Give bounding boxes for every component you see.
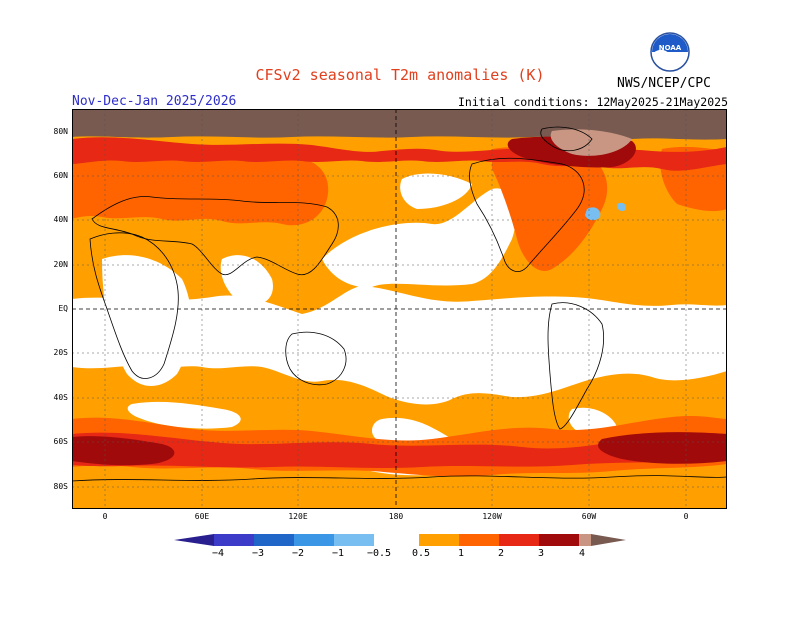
neutral-region-north-pacific — [400, 173, 472, 209]
colorbar-label: −2 — [291, 548, 305, 559]
anomaly-4-arctic — [72, 109, 727, 140]
coastline-australia — [285, 331, 347, 386]
colorbar-label: −1 — [331, 548, 345, 559]
anomaly-4-greenland — [550, 129, 632, 156]
colorbar-swatch-4 — [579, 534, 591, 546]
colorbar-label: 1 — [457, 548, 465, 559]
anomaly-3-4-southern-ocean-west — [72, 436, 175, 466]
lat-label: 40N — [53, 215, 68, 224]
map-frame — [72, 109, 727, 509]
lat-label: 80N — [53, 127, 68, 136]
coastline-antarctica — [72, 475, 727, 482]
neutral-region-tropics — [72, 285, 727, 405]
neutral-region-pacific — [322, 188, 516, 288]
lat-label: 60N — [53, 171, 68, 180]
colorbar-swatch-1-2 — [459, 534, 499, 546]
colorbar-swatch-4-3 — [214, 534, 254, 546]
colorbar-label: −3 — [251, 548, 265, 559]
coastline-north-america — [469, 157, 585, 272]
noaa-logo-icon: NOAA — [650, 32, 690, 72]
colorbar-swatch-neutral — [374, 534, 419, 546]
coastlines — [72, 126, 727, 482]
neutral-region-india — [220, 255, 273, 306]
anomaly-neg-atlantic — [585, 207, 601, 221]
initial-conditions: Initial conditions: 12May2025-21May2025 — [457, 95, 728, 109]
lat-label: 80S — [53, 482, 68, 491]
forecast-period: Nov-Dec-Jan 2025/2026 — [72, 94, 237, 109]
coastline-eurasia — [91, 196, 339, 276]
colorbar-swatch-05-1 — [419, 534, 459, 546]
lat-label: 20N — [53, 260, 68, 269]
agency-label: NWS/NCEP/CPC — [617, 76, 711, 91]
coastline-south-america — [547, 302, 605, 430]
anomaly-1-2-north-america — [492, 147, 608, 271]
chart-title: CFSv2 seasonal T2m anomalies (K) — [255, 66, 545, 84]
lon-label: 60W — [581, 512, 597, 521]
colorbar-label: 3 — [537, 548, 545, 559]
colorbar-swatch-3-2 — [254, 534, 294, 546]
colorbar-swatch-2-3 — [499, 534, 539, 546]
colorbar-swatch-gt-4 — [591, 534, 626, 546]
lon-label: 120W — [482, 512, 502, 521]
colorbar-label: −4 — [211, 548, 225, 559]
colorbar-swatch-2-1 — [294, 534, 334, 546]
colorbar-label: 0.5 — [411, 548, 431, 559]
colorbar-label: 2 — [497, 548, 505, 559]
lat-label: 20S — [53, 348, 68, 357]
lon-label: 0 — [102, 512, 108, 521]
coastline-africa — [89, 232, 179, 379]
colorbar-label: 4 — [578, 548, 586, 559]
lat-label: 40S — [53, 393, 68, 402]
neutral-region-south-indian — [127, 401, 241, 429]
colorbar-label: −0.5 — [366, 548, 392, 559]
logo-text: NOAA — [659, 44, 682, 52]
colorbar — [174, 534, 626, 546]
anomaly-2-3-southern-ocean — [72, 432, 727, 468]
lon-label: 0 — [683, 512, 689, 521]
colorbar-swatch-3-4 — [539, 534, 579, 546]
anomaly-map — [72, 109, 727, 509]
colorbar-swatch-1-05 — [334, 534, 374, 546]
lat-label: EQ — [58, 304, 68, 313]
colorbar-swatch-lt-4 — [174, 534, 214, 546]
coastline-greenland — [540, 126, 593, 152]
anomaly-neg-atlantic-2 — [616, 202, 626, 212]
lon-label: 180 — [388, 512, 404, 521]
anomaly-3-4-southern-ocean-east — [598, 432, 727, 464]
lon-label: 120E — [288, 512, 308, 521]
lat-label: 60S — [53, 437, 68, 446]
anomaly-1-2-eurasia — [72, 146, 329, 226]
neutral-region-africa — [102, 255, 192, 387]
lon-label: 60E — [194, 512, 210, 521]
